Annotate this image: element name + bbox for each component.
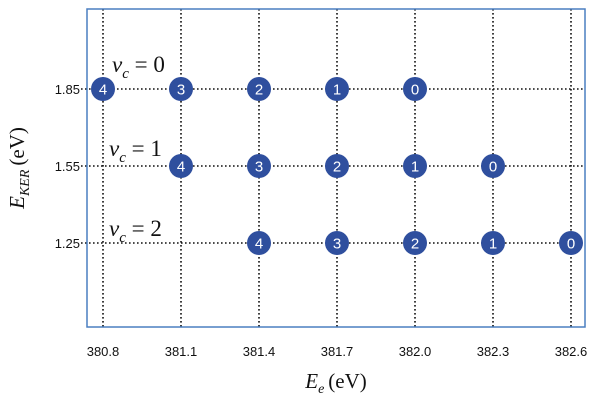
data-point-label: 1	[411, 159, 419, 176]
x-tick-label: 382.3	[477, 344, 510, 359]
data-point: 3	[247, 154, 271, 178]
x-tick-label: 381.7	[321, 344, 354, 359]
data-point-marker	[91, 77, 115, 101]
data-points: 4 3 2 1 0 4 3 2 1 0 4 3 2 1 0	[91, 77, 583, 255]
series-annotations: νc = 0 νc = 1 νc = 2	[109, 52, 165, 246]
y-tick-label: 1.55	[55, 159, 80, 174]
data-point: 1	[325, 77, 349, 101]
data-point-marker	[481, 231, 505, 255]
data-point-marker	[169, 77, 193, 101]
data-point: 0	[481, 154, 505, 178]
data-point-marker	[559, 231, 583, 255]
data-point-label: 0	[411, 82, 419, 99]
x-axis-title: Ee (eV)	[304, 369, 367, 397]
data-point-marker	[325, 77, 349, 101]
data-point: 4	[169, 154, 193, 178]
data-point-label: 3	[333, 236, 341, 253]
data-point: 2	[325, 154, 349, 178]
data-point: 2	[403, 231, 427, 255]
tick-labels: 380.8 381.1 381.4 381.7 382.0 382.3 382.6 1.85 1…	[55, 82, 588, 359]
data-point: 1	[403, 154, 427, 178]
data-point-marker	[247, 154, 271, 178]
data-point-label: 3	[255, 159, 263, 176]
y-axis-title: EKER(eV)	[5, 127, 33, 210]
data-point-label: 1	[489, 236, 497, 253]
data-point: 0	[403, 77, 427, 101]
data-point-marker	[403, 77, 427, 101]
data-point-marker	[481, 154, 505, 178]
plot-frame	[86, 8, 586, 328]
data-point-label: 0	[489, 159, 497, 176]
series-annotation: νc = 2	[109, 216, 162, 246]
data-point: 3	[169, 77, 193, 101]
data-point-marker	[403, 154, 427, 178]
data-point-marker	[247, 77, 271, 101]
data-point-label: 3	[177, 82, 185, 99]
x-tick-label: 381.4	[243, 344, 276, 359]
data-point: 4	[91, 77, 115, 101]
data-point-label: 2	[255, 82, 263, 99]
data-point: 4	[247, 231, 271, 255]
data-point-label: 0	[567, 236, 575, 253]
x-tick-label: 382.6	[555, 344, 588, 359]
x-tick-label: 380.8	[87, 344, 120, 359]
series-annotation: νc = 0	[112, 52, 165, 82]
data-point-label: 4	[99, 82, 107, 99]
data-point-marker	[403, 231, 427, 255]
x-tick-label: 382.0	[399, 344, 432, 359]
data-point-marker	[247, 231, 271, 255]
data-point: 1	[481, 231, 505, 255]
data-point-label: 1	[333, 82, 341, 99]
data-point-label: 4	[177, 159, 185, 176]
data-point-marker	[325, 154, 349, 178]
y-tick-label: 1.25	[55, 236, 80, 251]
data-point: 3	[325, 231, 349, 255]
data-point-label: 4	[255, 236, 263, 253]
x-tick-label: 381.1	[165, 344, 198, 359]
data-point: 0	[559, 231, 583, 255]
data-point-label: 2	[411, 236, 419, 253]
series-annotation: νc = 1	[109, 136, 162, 166]
y-tick-label: 1.85	[55, 82, 80, 97]
data-point-label: 2	[333, 159, 341, 176]
data-point-marker	[169, 154, 193, 178]
data-point: 2	[247, 77, 271, 101]
data-point-marker	[325, 231, 349, 255]
